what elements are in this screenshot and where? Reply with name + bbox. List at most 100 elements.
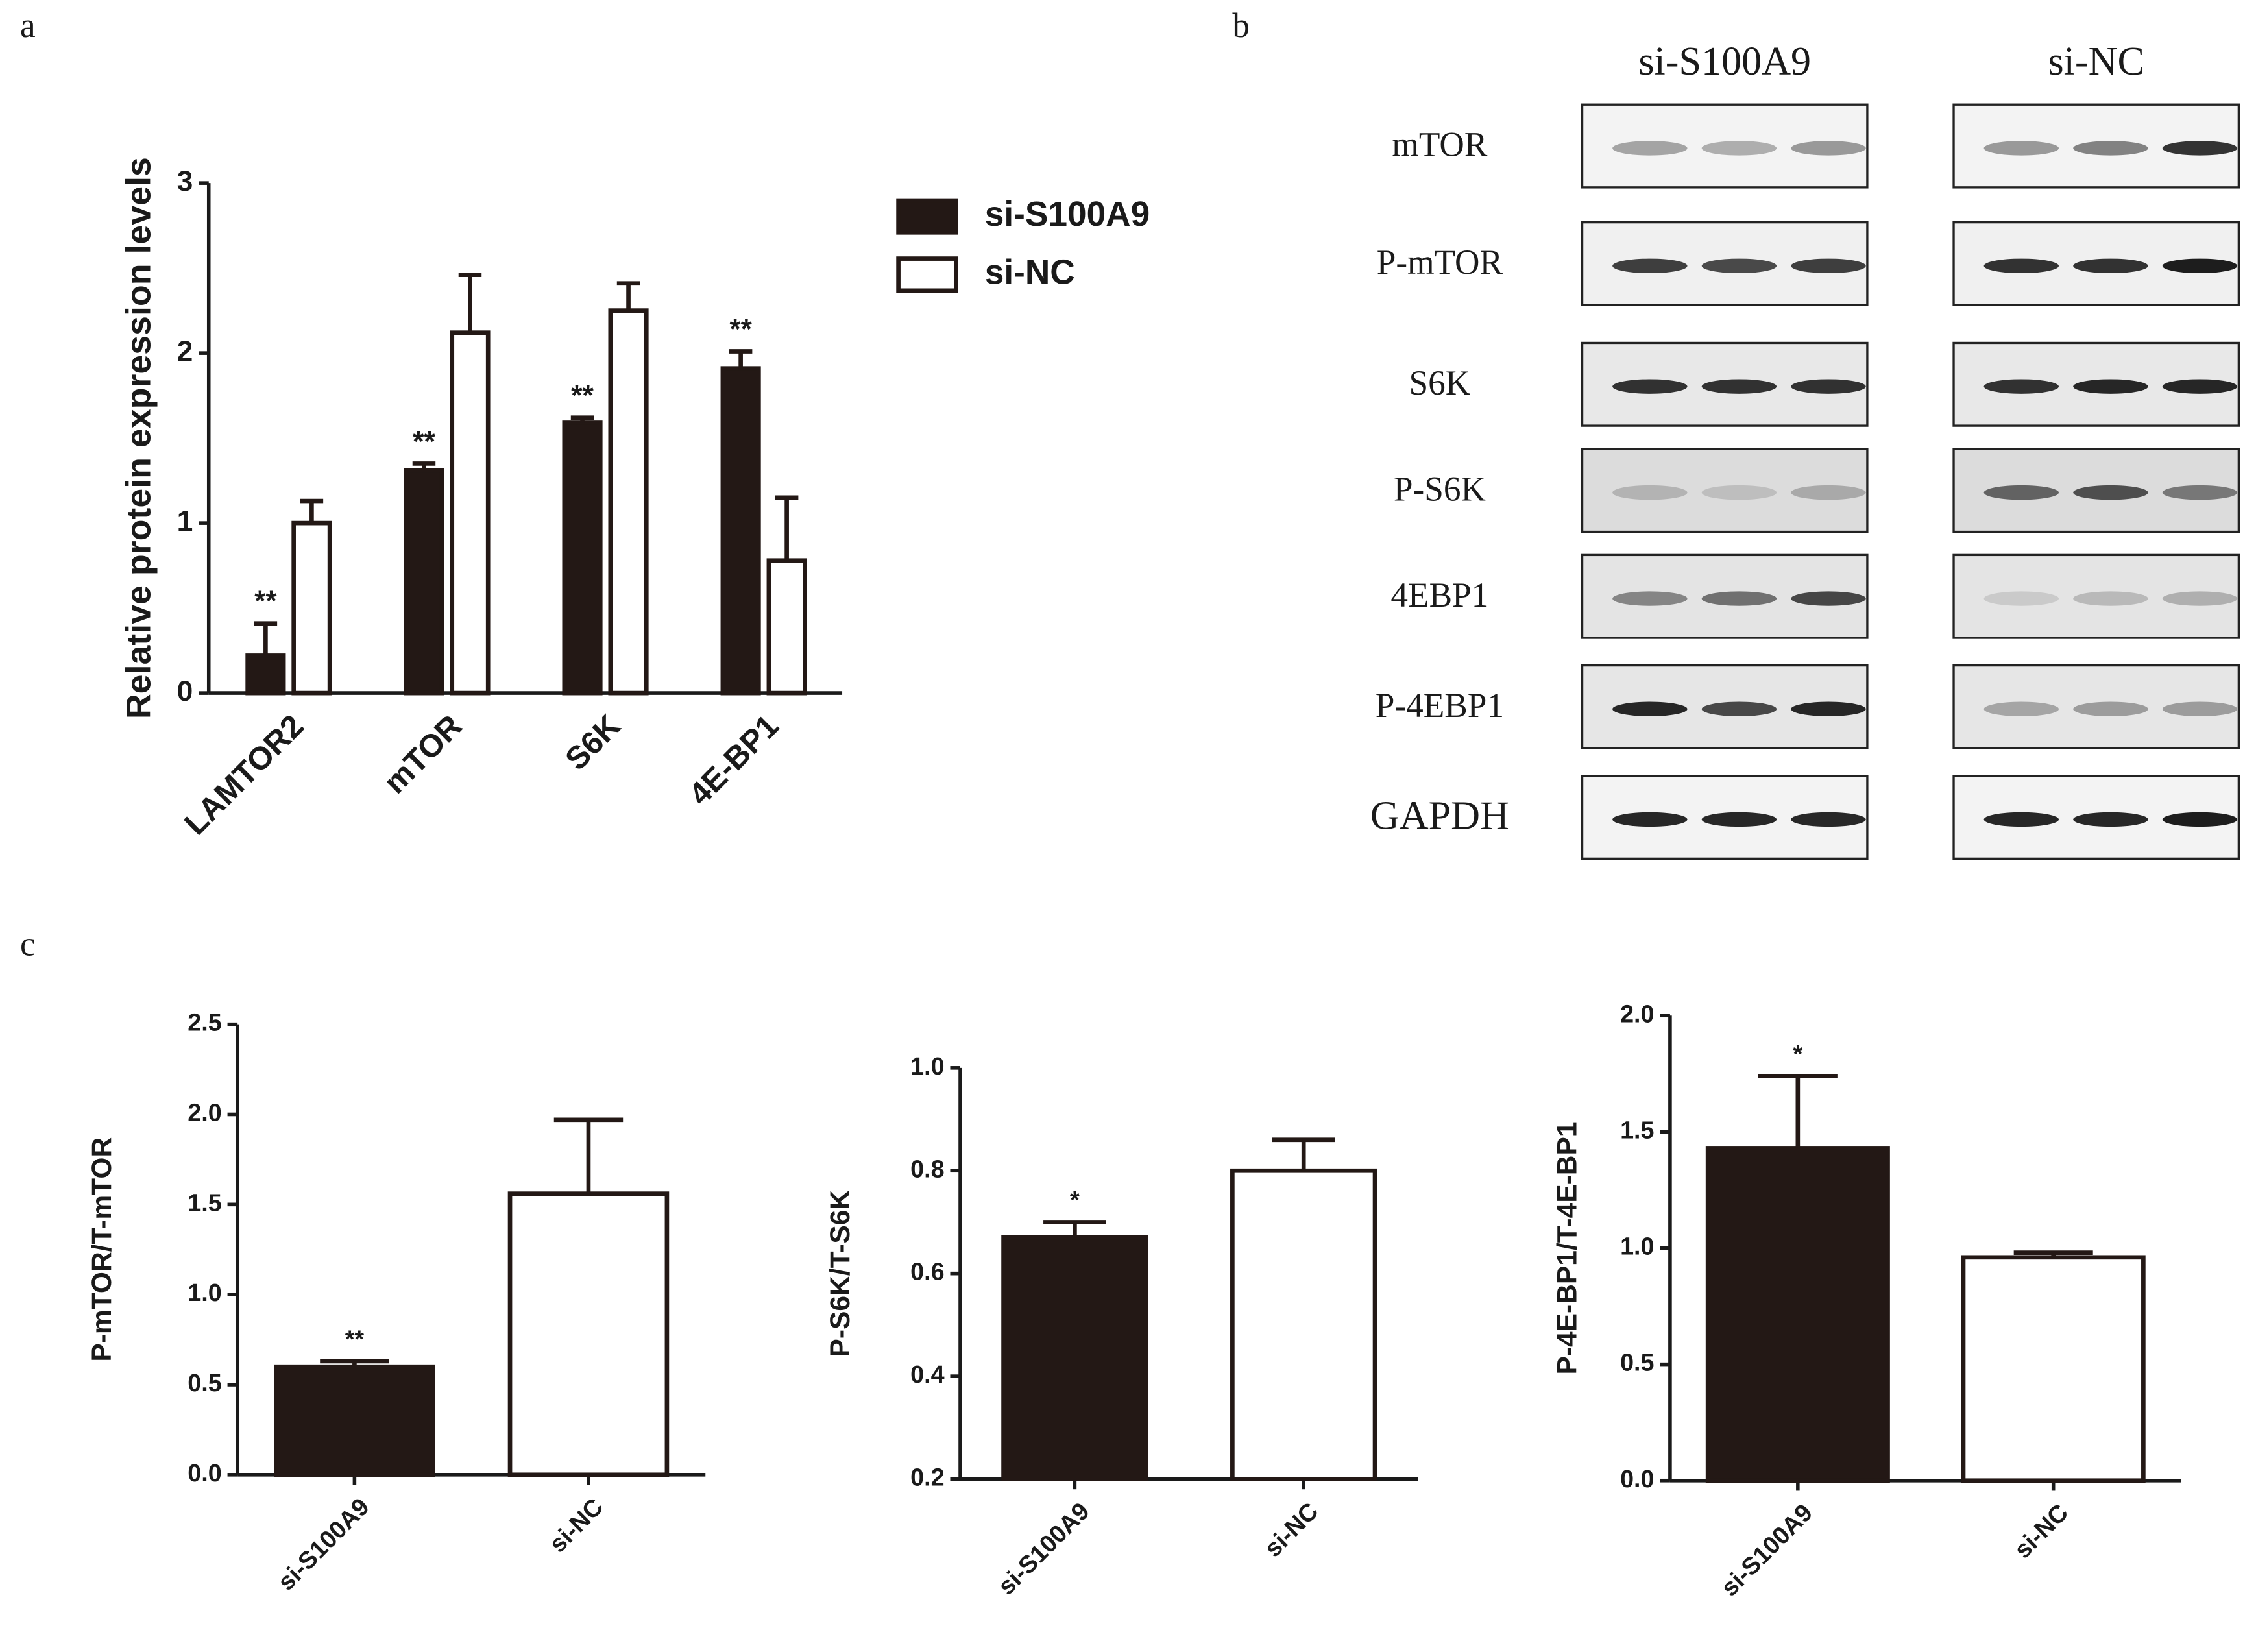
blot-band [1701, 379, 1777, 394]
y-axis-label: P-4E-BP1/T-4E-BP1 [1552, 1121, 1583, 1374]
y-tick-label: 2.0 [1620, 1001, 1654, 1028]
blot-band [1701, 812, 1777, 827]
significance-label: * [1793, 1041, 1802, 1068]
x-tick-label: S6K [559, 709, 627, 777]
x-tick-label: si-NC [1259, 1498, 1324, 1562]
blot-band [1612, 485, 1688, 500]
blot-band [1983, 141, 2059, 156]
blot-band [1791, 701, 1866, 716]
blot-band [1791, 485, 1866, 500]
blot-band [1612, 379, 1688, 394]
x-tick-label: si-NC [544, 1493, 609, 1558]
row-label: mTOR [1392, 125, 1487, 164]
y-tick-label: 0.0 [1620, 1466, 1654, 1493]
y-axis-label: P-S6K/T-S6K [825, 1189, 855, 1357]
significance-label: ** [254, 585, 277, 617]
blot-band [2073, 485, 2148, 500]
y-tick-label: 0.5 [1620, 1350, 1654, 1377]
bar [766, 558, 807, 696]
row-label: 4EBP1 [1390, 576, 1488, 614]
y-tick-label: 0.6 [910, 1259, 944, 1286]
y-tick-label: 0.4 [910, 1361, 944, 1389]
blot-band [1701, 591, 1777, 606]
bar [291, 520, 332, 696]
y-tick-label: 3 [177, 165, 193, 197]
blot-band [1983, 812, 2059, 827]
legend-swatch [896, 198, 958, 235]
x-tick-label: si-NC [2009, 1499, 2074, 1564]
significance-label: ** [413, 426, 435, 457]
blot-frame [1581, 103, 1869, 189]
bar [274, 1364, 435, 1477]
y-axis-label: Relative protein expression levels [120, 157, 158, 719]
significance-label: ** [571, 380, 594, 411]
blot-band [1791, 258, 1866, 273]
blot-band [2162, 701, 2238, 716]
blot-band [2162, 485, 2238, 500]
blot-band [1701, 485, 1777, 500]
row-label: S6K [1409, 363, 1471, 402]
blot-band [1983, 701, 2059, 716]
x-tick-label: LAMTOR2 [178, 709, 310, 842]
row-label: GAPDH [1370, 793, 1509, 838]
blot-band [2162, 812, 2238, 827]
blot-band [1612, 701, 1688, 716]
blot-band [1701, 141, 1777, 156]
y-tick-label: 1.5 [1620, 1117, 1654, 1144]
significance-label: ** [345, 1326, 365, 1353]
y-tick-label: 2.5 [188, 1010, 221, 1037]
x-tick-label: si-S100A9 [993, 1498, 1095, 1600]
y-tick-label: 1.0 [910, 1053, 944, 1080]
blot-band [1983, 379, 2059, 394]
blot-band [1791, 141, 1866, 156]
blot-band [2073, 701, 2148, 716]
group-label: si-S100A9 [1638, 39, 1811, 84]
blot-band [2162, 379, 2238, 394]
bar [404, 468, 444, 696]
row-label: P-mTOR [1377, 243, 1503, 282]
blot-band [1983, 258, 2059, 273]
y-tick-label: 1.0 [1620, 1233, 1654, 1260]
bar [1961, 1255, 2146, 1483]
significance-label: ** [729, 313, 752, 345]
y-tick-label: 0.8 [910, 1156, 944, 1183]
y-tick-label: 0.2 [910, 1464, 944, 1491]
blot-band [1983, 591, 2059, 606]
blot-band [2073, 812, 2148, 827]
blot-band [2162, 591, 2238, 606]
legend-label: si-NC [985, 253, 1075, 291]
y-tick-label: 2.0 [188, 1099, 221, 1126]
panel-label: a [20, 6, 36, 45]
y-tick-label: 0.0 [188, 1460, 221, 1487]
bar [1705, 1146, 1890, 1483]
y-tick-label: 0 [177, 675, 193, 707]
y-tick-label: 1.0 [188, 1280, 221, 1307]
blot-band [1791, 812, 1866, 827]
bar [562, 420, 603, 696]
legend-label: si-S100A9 [985, 195, 1150, 234]
y-tick-label: 1.5 [188, 1189, 221, 1217]
blot-band [1612, 258, 1688, 273]
x-tick-label: mTOR [378, 709, 469, 801]
blot-band [2073, 591, 2148, 606]
blot-band [1612, 812, 1688, 827]
y-tick-label: 2 [177, 335, 193, 367]
y-axis-label: P-mTOR/T-mTOR [86, 1137, 117, 1362]
bar [450, 330, 491, 696]
blot-band [1791, 379, 1866, 394]
blot-band [1983, 485, 2059, 500]
bar [507, 1191, 670, 1477]
x-tick-label: si-S100A9 [273, 1493, 375, 1596]
y-tick-label: 0.5 [188, 1370, 221, 1397]
blot-band [2162, 141, 2238, 156]
row-label: P-S6K [1394, 469, 1486, 508]
y-tick-label: 1 [177, 505, 193, 537]
bar [1001, 1235, 1148, 1481]
bar [245, 653, 286, 696]
blot-band [1612, 591, 1688, 606]
legend-swatch [896, 256, 958, 293]
blot-band [2162, 258, 2238, 273]
blot-band [2073, 258, 2148, 273]
